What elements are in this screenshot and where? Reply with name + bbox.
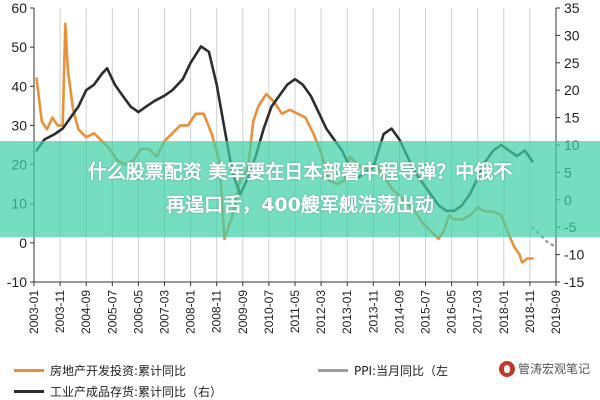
x-tick-label: 2008-01: [184, 290, 198, 334]
legend-item-real-estate: 房地产开发投资:累计同比: [14, 362, 186, 379]
x-tick-label: 2004-09: [79, 290, 93, 334]
left-tick-label: -10: [7, 274, 27, 290]
legend-swatch-inventory: [14, 390, 44, 393]
article-title-line-1: 什么股票配资 美军要在日本部署中程导弹？中俄不: [87, 161, 513, 183]
legend-swatch-real-estate: [14, 369, 44, 372]
x-tick-label: 2015-07: [419, 290, 433, 334]
legend-item-inventory: 工业产成品存货:累计同比（右）: [14, 383, 222, 400]
legend-label-real-estate: 房地产开发投资:累计同比: [50, 364, 187, 378]
x-tick-label: 2011-05: [288, 290, 302, 333]
logo-icon: [498, 360, 515, 377]
x-tick-label: 2014-09: [392, 290, 406, 334]
left-tick-label: 40: [11, 78, 27, 94]
left-tick-label: 50: [11, 39, 27, 55]
x-tick-label: 2010-07: [262, 290, 276, 334]
legend-swatch-ppi: [318, 369, 348, 372]
x-tick-label: 2018-11: [523, 290, 537, 333]
x-axis-ticks: 2003-01 2003-11 2004-09 2005-07 2006-05 2007-…: [27, 290, 563, 334]
x-tick-label: 2017-03: [471, 290, 485, 334]
watermark-text: 管涛宏观笔记: [517, 362, 590, 376]
legend-item-ppi: PPI:当月同比（左: [318, 362, 448, 379]
right-tick-label: 30: [564, 27, 580, 43]
right-tick-label: 15: [564, 110, 580, 126]
right-tick-label: -15: [564, 274, 584, 290]
left-tick-label: 60: [11, 0, 27, 16]
legend-label-inventory: 工业产成品存货:累计同比（右）: [50, 385, 223, 399]
x-tick-label: 2018-01: [497, 290, 511, 334]
x-tick-label: 2003-11: [53, 290, 67, 333]
x-tick-label: 2007-03: [158, 290, 172, 334]
x-tick-label: 2006-05: [131, 290, 145, 334]
right-tick-label: 35: [564, 0, 580, 16]
right-tick-label: 20: [564, 82, 580, 98]
legend-label-ppi: PPI:当月同比（左: [354, 364, 449, 378]
article-title-banner[interactable]: 什么股票配资 美军要在日本部署中程导弹？中俄不 再逞口舌，400艘军舰浩荡出动: [0, 141, 600, 237]
left-tick-label: 30: [11, 117, 27, 133]
x-tick-label: 2013-11: [366, 290, 380, 333]
right-tick-label: 25: [564, 55, 580, 71]
chart-legend: 房地产开发投资:累计同比 PPI:当月同比（左 工业产成品存货:累计同比（右）: [0, 356, 600, 400]
right-tick-label: -10: [564, 247, 584, 263]
watermark: 管涛宏观笔记: [498, 360, 590, 377]
article-title-line-2: 再逞口舌，400艘军舰浩荡出动: [166, 194, 434, 216]
x-tick-label: 2009-09: [236, 290, 250, 334]
left-tick-label: 0: [19, 235, 27, 251]
x-tick-label: 2019-09: [549, 290, 563, 334]
x-tick-label: 2008-11: [210, 290, 224, 333]
x-tick-label: 2016-05: [445, 290, 459, 334]
x-tick-label: 2012-03: [314, 290, 328, 334]
x-tick-label: 2013-01: [340, 290, 354, 334]
x-tick-label: 2005-07: [105, 290, 119, 334]
x-tick-label: 2003-01: [27, 290, 41, 334]
